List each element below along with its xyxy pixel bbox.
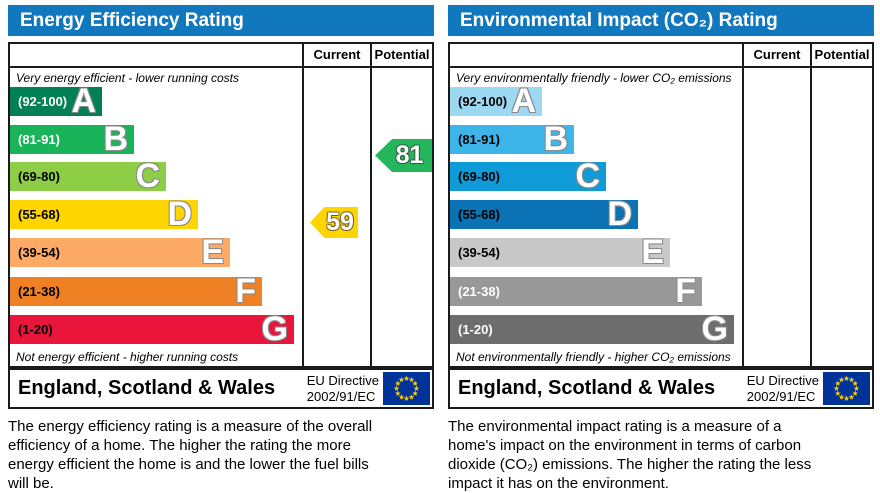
eu-flag-icon xyxy=(823,372,870,405)
band-a: (92-100) A xyxy=(10,82,102,120)
band-letter: C xyxy=(575,157,600,195)
top-caption: Very energy efficient - lower running co… xyxy=(16,71,239,85)
eu-directive-line1: EU Directive xyxy=(306,373,379,388)
band-letter: A xyxy=(71,82,96,120)
band-letter: G xyxy=(701,310,728,348)
band-letter: F xyxy=(675,272,696,310)
band-range: (21-38) xyxy=(458,284,500,299)
eu-flag-icon xyxy=(383,372,430,405)
eu-directive-line1: EU Directive xyxy=(746,373,819,388)
eu-directive-label: EU Directive 2002/91/EC xyxy=(747,373,819,405)
band-letter: B xyxy=(543,120,568,158)
band-letter: D xyxy=(167,195,192,233)
potential-rating-arrow: 81 xyxy=(375,139,432,172)
energy-rating-table: Current Potential Very energy efficient … xyxy=(8,42,434,368)
band-c: (69-80) C xyxy=(10,157,166,195)
column-divider xyxy=(370,44,372,366)
band-letter: E xyxy=(641,233,664,271)
band-letter: A xyxy=(511,82,536,120)
energy-panel-title: Energy Efficiency Rating xyxy=(8,5,434,36)
eu-directive-line2: 2002/91/EC xyxy=(746,389,816,404)
potential-rating-value: 81 xyxy=(395,141,424,169)
band-range: (55-68) xyxy=(458,207,500,222)
band-f: (21-38) F xyxy=(10,272,262,310)
band-range: (55-68) xyxy=(18,207,60,222)
band-b: (81-91) B xyxy=(450,120,574,158)
potential-column-header: Potential xyxy=(374,47,430,62)
energy-footer: England, Scotland & Wales EU Directive 2… xyxy=(8,368,434,409)
top-caption: Very environmentally friendly - lower CO… xyxy=(456,71,732,85)
band-range: (81-91) xyxy=(18,132,60,147)
band-b: (81-91) B xyxy=(10,120,134,158)
band-d: (55-68) D xyxy=(10,195,198,233)
band-range: (69-80) xyxy=(458,169,500,184)
band-range: (92-100) xyxy=(18,94,68,109)
band-a: (92-100) A xyxy=(450,82,542,120)
region-label: England, Scotland & Wales xyxy=(18,377,276,399)
column-divider xyxy=(810,44,812,366)
band-c: (69-80) C xyxy=(450,157,606,195)
band-range: (81-91) xyxy=(458,132,500,147)
band-g: (1-20) G xyxy=(450,310,734,348)
column-divider xyxy=(742,44,744,366)
current-column-header: Current xyxy=(313,47,361,62)
band-letter: C xyxy=(135,157,160,195)
bottom-caption: Not environmentally friendly - higher CO… xyxy=(456,350,731,364)
band-e: (39-54) E xyxy=(10,233,230,271)
band-range: (39-54) xyxy=(458,245,500,260)
band-letter: F xyxy=(235,272,256,310)
environmental-footer: England, Scotland & Wales EU Directive 2… xyxy=(448,368,874,409)
current-column-header: Current xyxy=(753,47,801,62)
environmental-rating-table: Current Potential Very environmentally f… xyxy=(448,42,874,368)
band-f: (21-38) F xyxy=(450,272,702,310)
header-divider xyxy=(450,66,872,68)
band-range: (1-20) xyxy=(18,322,53,337)
band-d: (55-68) D xyxy=(450,195,638,233)
band-range: (21-38) xyxy=(18,284,60,299)
energy-description: The energy efficiency rating is a measur… xyxy=(8,418,373,492)
band-letter: D xyxy=(607,195,632,233)
band-range: (39-54) xyxy=(18,245,60,260)
energy-efficiency-panel: Energy Efficiency Rating Current Potenti… xyxy=(8,5,434,492)
eu-directive-label: EU Directive 2002/91/EC xyxy=(307,373,379,405)
eu-directive-line2: 2002/91/EC xyxy=(306,389,376,404)
band-letter: G xyxy=(261,310,288,348)
column-divider xyxy=(302,44,304,366)
band-range: (69-80) xyxy=(18,169,60,184)
band-g: (1-20) G xyxy=(10,310,294,348)
potential-column-header: Potential xyxy=(814,47,870,62)
current-rating-arrow: 59 xyxy=(310,207,358,238)
band-letter: B xyxy=(103,120,128,158)
header-divider xyxy=(10,66,432,68)
environmental-impact-panel: Environmental Impact (CO₂) Rating Curren… xyxy=(440,0,880,493)
band-range: (92-100) xyxy=(458,94,508,109)
band-e: (39-54) E xyxy=(450,233,670,271)
band-range: (1-20) xyxy=(458,322,493,337)
current-rating-value: 59 xyxy=(326,208,354,236)
region-label: England, Scotland & Wales xyxy=(458,377,716,399)
bottom-caption: Not energy efficient - higher running co… xyxy=(16,350,239,364)
environmental-description: The environmental impact rating is a mea… xyxy=(448,418,812,492)
environmental-panel-title: Environmental Impact (CO₂) Rating xyxy=(448,5,874,36)
band-letter: E xyxy=(201,233,224,271)
